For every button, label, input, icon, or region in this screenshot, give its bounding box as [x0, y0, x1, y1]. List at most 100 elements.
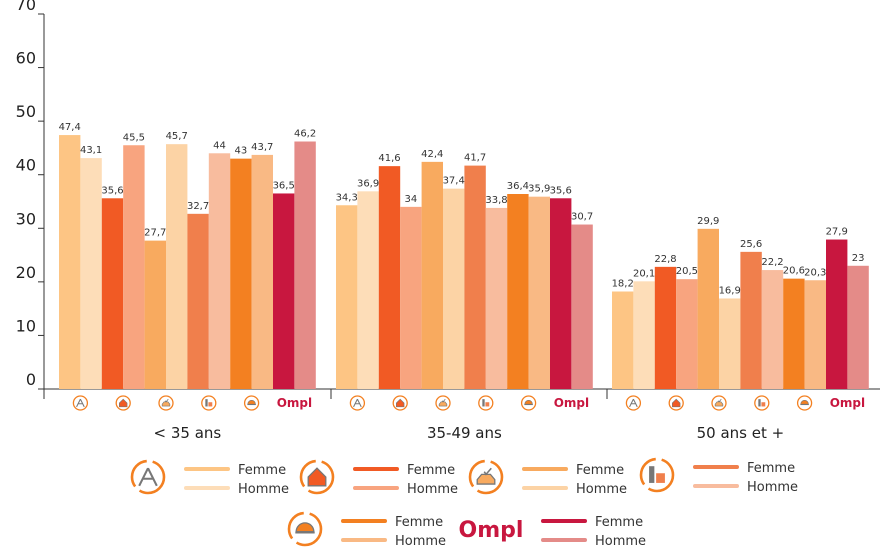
bar: [208, 153, 231, 389]
bar: [719, 298, 741, 389]
data-label: 37,4: [443, 176, 465, 187]
architecture-icon: [349, 395, 366, 411]
data-label: 22,2: [761, 257, 783, 268]
category-label: 35-49 ans: [427, 424, 502, 442]
bar: [166, 144, 188, 389]
house-icon: [668, 395, 684, 411]
legend-item: Femme Homme: [639, 457, 798, 495]
legend-item: Ompl Femme Homme: [459, 515, 647, 548]
bar: [59, 135, 81, 389]
industrial-icon: [201, 395, 217, 411]
bar: [294, 141, 316, 389]
data-label: 45,7: [166, 131, 188, 142]
data-label: 25,6: [740, 239, 762, 250]
y-tick-label: 10: [16, 316, 36, 335]
bar: [612, 291, 634, 389]
category-label: < 35 ans: [154, 424, 222, 442]
ompl-logo: Ompl: [459, 518, 524, 543]
legend-item: Femme Homme: [130, 459, 289, 497]
helmet-icon: [243, 395, 260, 411]
bars: [59, 135, 869, 389]
data-label: 41,6: [378, 153, 400, 164]
ompl-logo-text: Ompl: [459, 518, 524, 543]
bar: [550, 198, 572, 389]
legend-label: Homme: [407, 482, 458, 497]
architecture-icon: [72, 395, 89, 411]
y-tick-label: 50: [16, 102, 36, 121]
bar: [847, 265, 869, 389]
data-label: 36,9: [357, 178, 379, 189]
bar: [273, 193, 295, 389]
vehicle-check-icon: [711, 395, 727, 411]
architecture-icon: [625, 395, 642, 411]
category-label: 50 ans et +: [697, 424, 785, 442]
legend-label: Femme: [576, 463, 624, 478]
house-icon: [115, 395, 131, 411]
data-label: 35,6: [550, 185, 572, 196]
industrial-icon: [639, 457, 675, 493]
bar: [654, 266, 677, 389]
legend-label: Homme: [576, 482, 627, 497]
legend-label: Femme: [595, 515, 643, 530]
house-icon: [392, 395, 408, 411]
bar: [80, 158, 102, 389]
legend-label: Femme: [238, 463, 286, 478]
vehicle-check-icon: [158, 395, 174, 411]
helmet-icon: [520, 395, 537, 411]
data-label: 27,9: [826, 227, 848, 238]
bar: [740, 251, 762, 389]
ompl-logo-text: Ompl: [830, 396, 865, 410]
bar: [357, 191, 379, 389]
legend-label: Femme: [407, 463, 455, 478]
bar: [123, 145, 145, 389]
data-label: 32,7: [187, 201, 209, 212]
ompl-logo: Ompl: [830, 396, 865, 410]
legend-label: Homme: [238, 482, 289, 497]
data-label: 46,2: [294, 129, 316, 140]
legend-label: Femme: [747, 461, 795, 476]
data-label: 30,7: [571, 212, 593, 223]
data-label: 29,9: [697, 216, 719, 227]
data-label: 36,4: [507, 181, 529, 192]
data-label: 43,1: [80, 145, 102, 156]
data-label: 43: [235, 146, 248, 157]
data-label: 45,5: [123, 132, 145, 143]
legend-label: Femme: [395, 515, 443, 530]
x-axis-icons: Ompl Ompl Ompl: [72, 395, 865, 411]
y-tick-label: 70: [16, 0, 36, 14]
data-label: 34,3: [336, 192, 358, 203]
bar: [400, 206, 422, 389]
bar: [761, 270, 784, 389]
data-label: 35,9: [528, 184, 550, 195]
data-label: 33,8: [485, 195, 507, 206]
legend-label: Homme: [395, 534, 446, 548]
data-label: 20,3: [804, 267, 826, 278]
data-label: 16,9: [719, 285, 741, 296]
data-label: 43,7: [251, 142, 273, 153]
helmet-icon: [287, 511, 323, 547]
ompl-logo-text: Ompl: [554, 396, 589, 410]
bar: [464, 165, 486, 389]
bar: [676, 279, 698, 389]
ompl-logo: Ompl: [277, 396, 312, 410]
bar: [507, 194, 529, 389]
bar: [571, 224, 593, 389]
data-label: 41,7: [464, 153, 486, 164]
bar: [783, 278, 805, 389]
legend-item: Femme Homme: [287, 511, 446, 548]
industrial-icon: [478, 395, 494, 411]
data-label: 20,5: [676, 266, 698, 277]
bar: [101, 198, 124, 389]
y-tick-label: 0: [26, 370, 36, 389]
vehicle-check-icon: [435, 395, 451, 411]
data-label: 42,4: [421, 149, 443, 160]
data-label: 18,2: [612, 279, 634, 290]
data-label: 20,6: [783, 266, 805, 277]
bar: [251, 154, 273, 389]
bar: [804, 280, 826, 389]
helmet-icon: [796, 395, 813, 411]
data-label: 36,5: [273, 180, 295, 191]
bar: [230, 158, 252, 389]
y-tick-label: 20: [16, 263, 36, 282]
